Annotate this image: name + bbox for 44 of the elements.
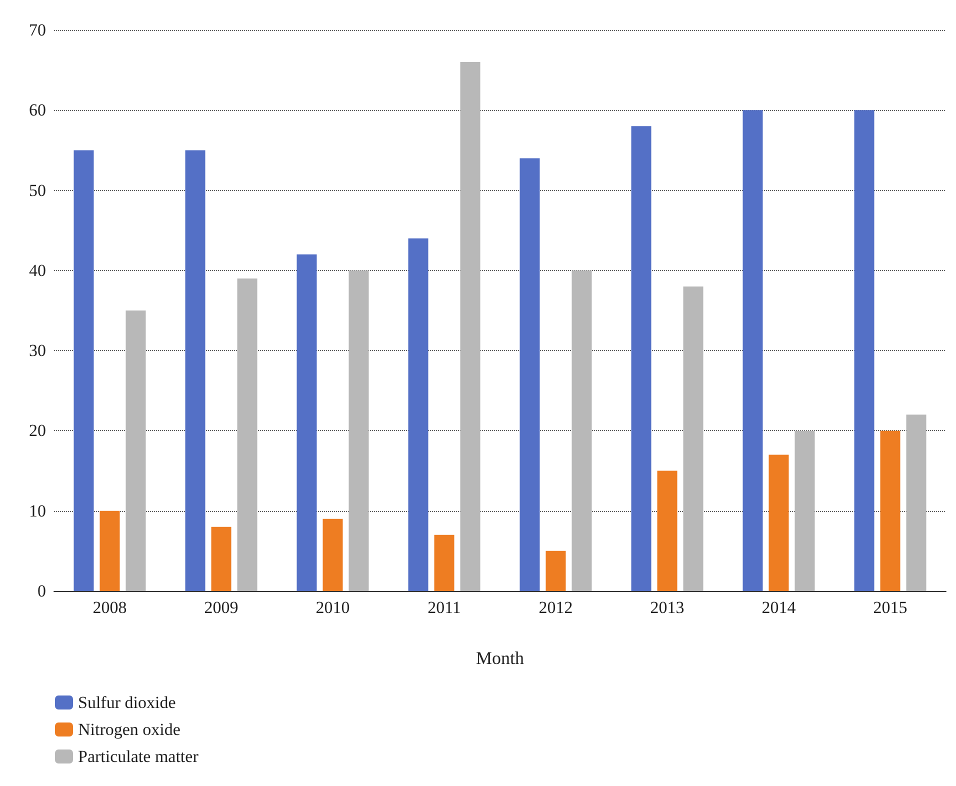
y-tick-label: 70 [29,20,46,40]
bar [631,126,652,591]
bar [434,534,454,591]
legend-label: Sulfur dioxide [78,693,176,712]
legend-label: Nitrogen oxide [78,720,180,739]
bar [185,150,206,591]
y-tick-label: 20 [29,421,46,440]
bar [296,254,317,591]
x-tick-label: 2015 [873,598,908,617]
bar [683,286,704,591]
bar [546,550,566,591]
legend-label: Particulate matter [78,747,199,766]
x-tick-label: 2010 [316,598,350,617]
bar [126,310,146,591]
x-axis-title: Month [476,648,524,668]
y-tick-label: 10 [29,501,46,520]
bar [237,278,258,591]
x-tick-label: 2014 [762,598,796,617]
bar [74,150,94,591]
y-tick-label: 50 [29,180,46,200]
x-tick-label: 2013 [650,598,684,617]
bar [322,518,343,591]
y-tick-label: 60 [29,100,46,120]
x-tick-label: 2012 [538,598,573,617]
y-tick-label: 40 [29,260,46,280]
bar [408,238,428,591]
bar [211,526,232,591]
bar [794,430,815,591]
y-tick-label: 0 [38,582,46,600]
x-tick-label: 2011 [428,598,461,617]
x-tick-label: 2009 [204,598,238,617]
bar [460,62,480,591]
bar [742,110,763,591]
x-tick-label: 2008 [92,598,127,617]
bar [768,454,789,591]
bar [100,510,120,591]
y-tick-label: 30 [29,341,46,360]
bar [348,270,369,591]
bar [906,414,926,591]
bar [657,470,678,591]
bar [880,430,900,591]
bar [854,110,874,591]
bar [520,158,540,591]
bar [572,270,592,591]
